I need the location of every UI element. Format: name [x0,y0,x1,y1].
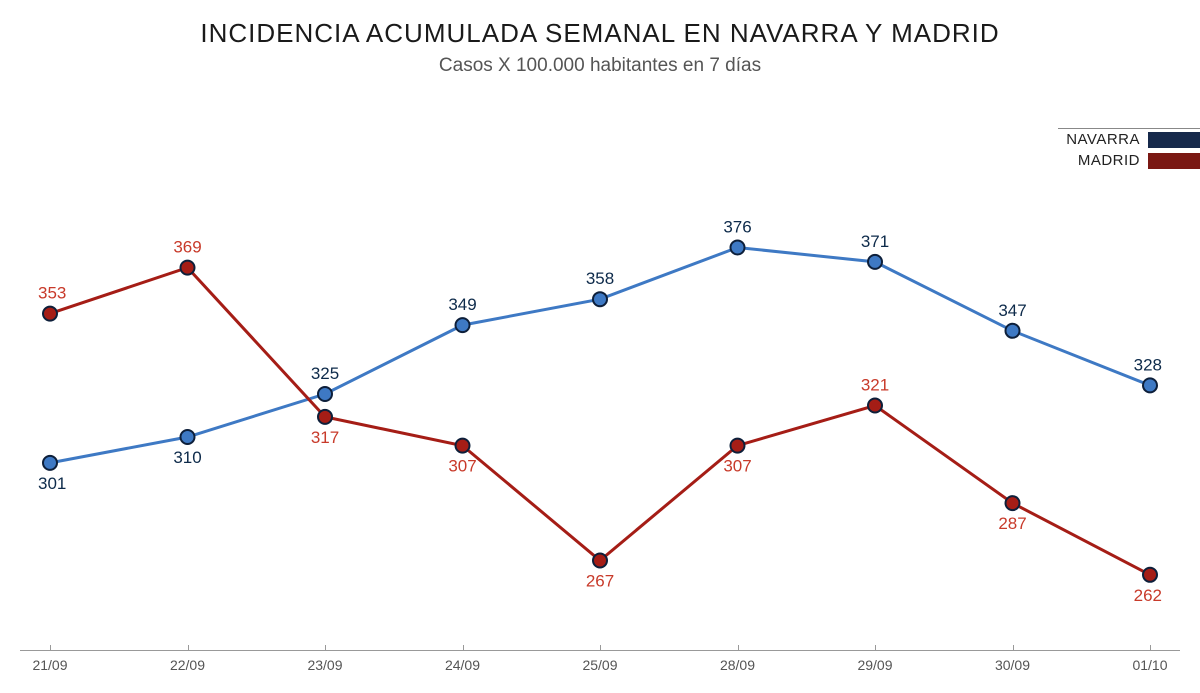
data-point [868,399,882,413]
data-point [1006,496,1020,510]
legend-item: MADRID [1058,150,1200,171]
legend-swatch [1148,132,1200,148]
data-label: 307 [448,457,476,476]
data-point [181,261,195,275]
data-point [456,439,470,453]
legend-label: MADRID [1078,152,1140,169]
x-axis-tick: 22/09 [158,657,218,673]
data-label: 267 [586,572,614,591]
series-line [50,268,1150,575]
data-label: 328 [1134,355,1162,374]
x-axis-tick: 01/10 [1120,657,1180,673]
data-label: 347 [998,301,1026,320]
data-label: 376 [723,218,751,237]
x-axis-tick: 28/09 [708,657,768,673]
chart-plot-area: 301 310 325 349 358 376 371 347 328 353 369 317 307 2… [20,193,1180,638]
data-point [1143,568,1157,582]
data-label: 317 [311,428,339,447]
data-label: 321 [861,376,889,395]
data-label: 353 [38,284,66,303]
data-point [456,318,470,332]
data-point [181,430,195,444]
chart-subtitle: Casos X 100.000 habitantes en 7 días [0,55,1200,77]
data-label: 371 [861,232,889,251]
x-axis-tick: 30/09 [983,657,1043,673]
data-label: 310 [173,448,201,467]
data-point [43,307,57,321]
legend-swatch [1148,153,1200,169]
x-axis-tick: 23/09 [295,657,355,673]
x-axis: 21/09 22/09 23/09 24/09 25/09 28/09 29/09 30/09… [20,650,1180,673]
data-point [593,554,607,568]
data-label: 262 [1134,586,1162,605]
data-label: 301 [38,474,66,493]
legend: NAVARRA MADRID [1058,128,1200,171]
data-point [1143,378,1157,392]
chart-title: INCIDENCIA ACUMULADA SEMANAL EN NAVARRA … [0,18,1200,49]
data-point [731,439,745,453]
x-axis-tick: 25/09 [570,657,630,673]
x-axis-tick: 21/09 [20,657,80,673]
data-point [731,241,745,255]
data-label: 369 [173,238,201,257]
x-axis-tick: 24/09 [433,657,493,673]
legend-label: NAVARRA [1066,131,1140,148]
data-point [318,387,332,401]
legend-item: NAVARRA [1058,129,1200,150]
data-point [593,292,607,306]
data-point [43,456,57,470]
data-point [1006,324,1020,338]
data-point [318,410,332,424]
data-label: 325 [311,364,339,383]
data-label: 358 [586,269,614,288]
data-label: 349 [448,295,476,314]
data-label: 307 [723,457,751,476]
data-label: 287 [998,514,1026,533]
x-axis-tick: 29/09 [845,657,905,673]
data-point [868,255,882,269]
